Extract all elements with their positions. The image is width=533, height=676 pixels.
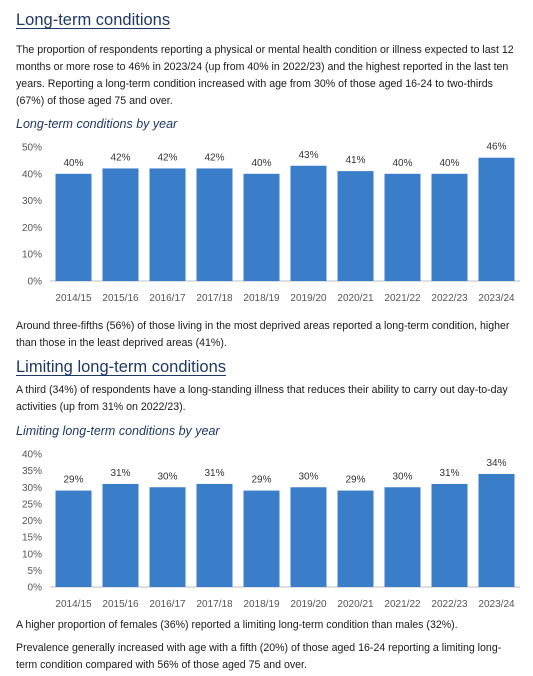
bar-2021-22 (384, 173, 421, 281)
data-label: 40% (439, 158, 459, 169)
bar-2014-15 (55, 490, 92, 587)
x-tick-label: 2023/24 (478, 293, 515, 304)
bar-2019-20 (290, 487, 327, 587)
bar-2022-23 (431, 173, 468, 281)
bar-2023-24 (478, 157, 515, 281)
data-label: 31% (110, 468, 130, 479)
x-tick-label: 2014/15 (55, 293, 92, 304)
data-label: 46% (486, 142, 506, 153)
y-tick-label: 10% (22, 250, 42, 261)
bar-2018-19 (243, 490, 280, 587)
section-title-long-term-conditions: Long-term conditions (16, 11, 171, 29)
limiting-conditions-bar-chart: 0% 5% 10% 15% 20% 25% 30% 35% 40% 29% 2014/15 31% 20… (22, 450, 520, 610)
data-label: 40% (251, 158, 271, 169)
x-tick-label: 2018/19 (243, 599, 280, 610)
x-tick-label: 2020/21 (337, 599, 374, 610)
bar-2021-22 (384, 487, 421, 587)
bar-2015-16 (102, 483, 139, 587)
chart-title-long-term: Long-term conditions by year (16, 117, 178, 131)
data-label: 42% (110, 152, 130, 163)
paragraph-age: Prevalence generally increased with age … (16, 642, 502, 671)
y-tick-label: 30% (22, 483, 42, 494)
x-tick-label: 2017/18 (196, 599, 233, 610)
bar-2019-20 (290, 165, 327, 281)
data-label: 31% (204, 468, 224, 479)
data-label: 43% (298, 150, 318, 161)
x-tick-label: 2021/22 (384, 293, 421, 304)
data-label: 42% (157, 152, 177, 163)
y-tick-label: 0% (28, 583, 43, 594)
y-tick-label: 20% (22, 516, 42, 527)
y-tick-label: 40% (22, 169, 42, 180)
y-tick-label: 15% (22, 533, 42, 544)
data-label: 42% (204, 152, 224, 163)
bar-2017-18 (196, 168, 233, 281)
data-label: 30% (157, 471, 177, 482)
x-tick-label: 2017/18 (196, 293, 233, 304)
x-tick-label: 2022/23 (431, 599, 468, 610)
bar-2020-21 (337, 171, 374, 281)
x-tick-label: 2019/20 (290, 293, 327, 304)
data-label: 31% (439, 468, 459, 479)
bar-2016-17 (149, 487, 186, 587)
section-title-limiting-conditions: Limiting long-term conditions (16, 358, 227, 376)
x-tick-label: 2023/24 (478, 599, 515, 610)
paragraph-deprivation: Around three-fifths (56%) of those livin… (16, 320, 510, 349)
y-tick-label: 5% (28, 566, 43, 577)
x-tick-label: 2021/22 (384, 599, 421, 610)
chart-title-limiting: Limiting long-term conditions by year (16, 424, 220, 438)
data-label: 34% (486, 458, 506, 469)
x-tick-label: 2014/15 (55, 599, 92, 610)
bar-2022-23 (431, 483, 468, 587)
x-tick-label: 2016/17 (149, 599, 186, 610)
data-label: 40% (63, 158, 83, 169)
x-tick-label: 2015/16 (102, 599, 139, 610)
paragraph-limiting-intro: A third (34%) of respondents have a long… (16, 384, 508, 413)
bar-2020-21 (337, 490, 374, 587)
x-tick-label: 2015/16 (102, 293, 139, 304)
x-tick-label: 2022/23 (431, 293, 468, 304)
x-tick-label: 2018/19 (243, 293, 280, 304)
long-term-conditions-bar-chart: 0% 10% 20% 30% 40% 50% 40% 2014/15 42% 2015/16 42%… (22, 142, 520, 304)
data-label: 41% (345, 155, 365, 166)
x-tick-label: 2016/17 (149, 293, 186, 304)
bar-2014-15 (55, 173, 92, 281)
bar-2015-16 (102, 168, 139, 281)
paragraph-long-term-intro: The proportion of respondents reporting … (16, 44, 514, 107)
y-tick-label: 30% (22, 196, 42, 207)
data-label: 30% (298, 471, 318, 482)
y-tick-label: 0% (28, 277, 43, 288)
data-label: 29% (63, 475, 83, 486)
data-label: 29% (345, 475, 365, 486)
x-tick-label: 2020/21 (337, 293, 374, 304)
y-tick-label: 25% (22, 499, 42, 510)
bar-2023-24 (478, 473, 515, 587)
y-tick-label: 20% (22, 223, 42, 234)
bar-2018-19 (243, 173, 280, 281)
x-tick-label: 2019/20 (290, 599, 327, 610)
y-tick-label: 50% (22, 143, 42, 154)
bar-2016-17 (149, 168, 186, 281)
y-tick-label: 10% (22, 549, 42, 560)
y-tick-label: 40% (22, 450, 42, 461)
paragraph-gender: A higher proportion of females (36%) rep… (16, 619, 458, 631)
bar-2017-18 (196, 483, 233, 587)
data-label: 29% (251, 475, 271, 486)
data-label: 40% (392, 158, 412, 169)
data-label: 30% (392, 471, 412, 482)
y-tick-label: 35% (22, 466, 42, 477)
